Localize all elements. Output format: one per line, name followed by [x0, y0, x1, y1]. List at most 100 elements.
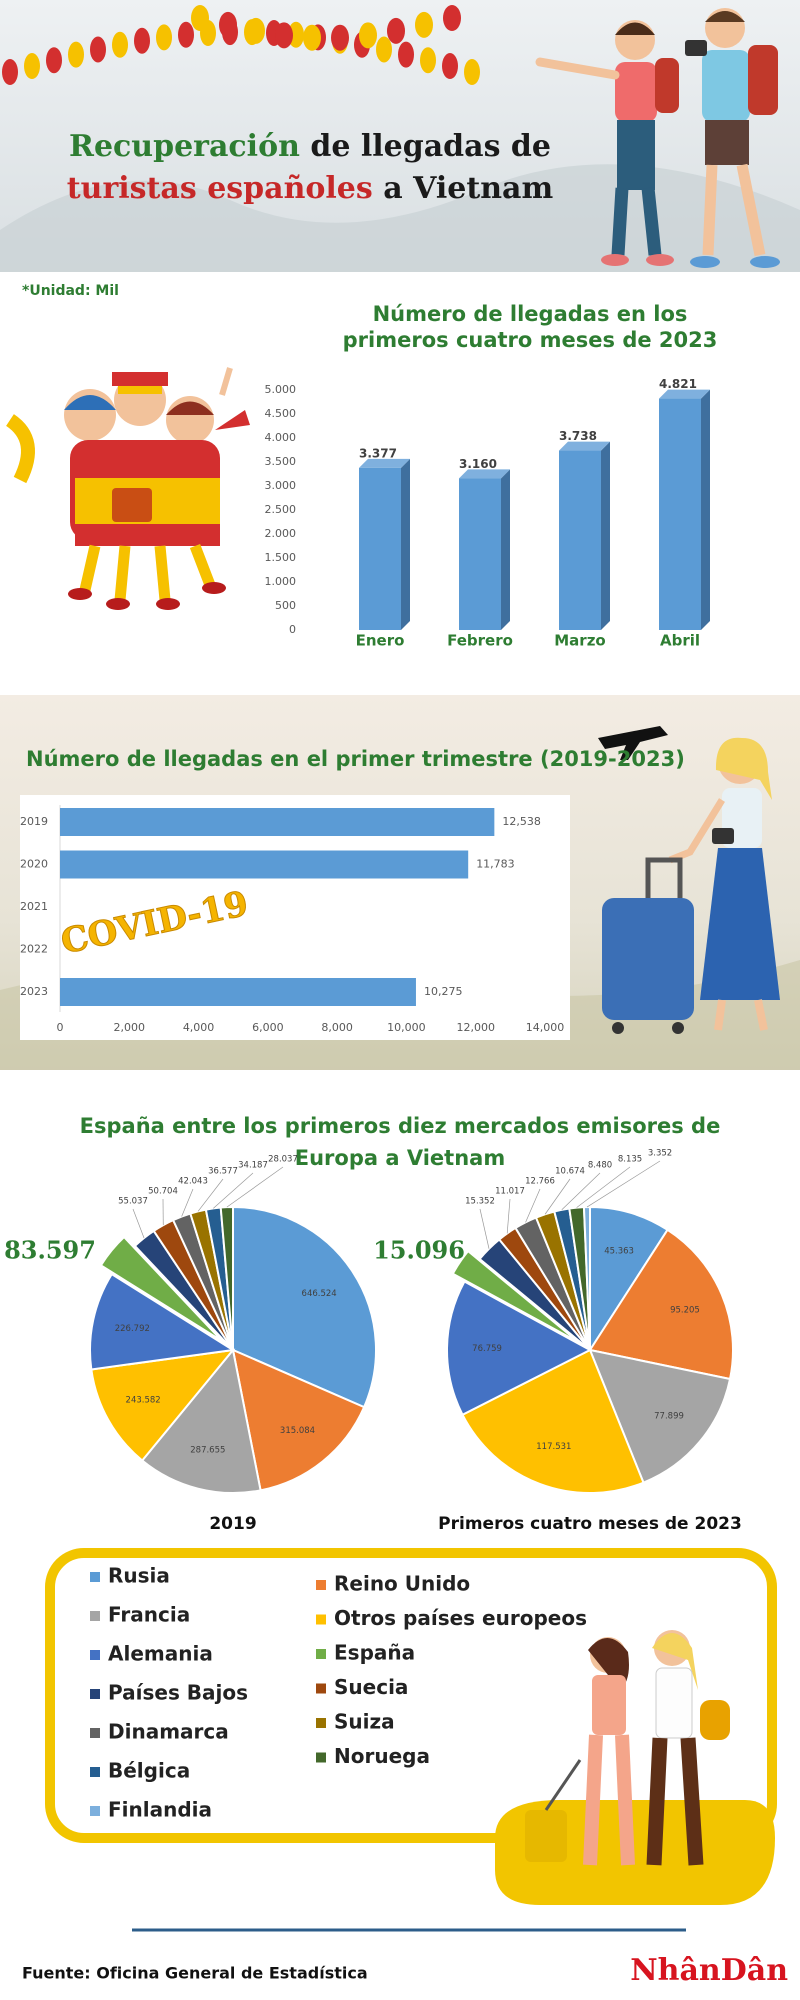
bar: [60, 978, 416, 1006]
y-tick-label: 1.500: [265, 551, 297, 564]
legend-text: Rusia: [108, 1564, 170, 1588]
legend-marker: [316, 1752, 326, 1763]
flag: [156, 24, 172, 51]
title-part: Recuperación: [69, 129, 300, 164]
legend-marker: [90, 1728, 100, 1738]
leader-line: [213, 1172, 254, 1209]
legend-text: Otros países europeos: [334, 1606, 587, 1630]
flag: [24, 53, 40, 80]
leader-line: [479, 1208, 490, 1249]
x-tick-label: 12,000: [456, 1021, 495, 1034]
flag: [275, 22, 293, 49]
bar-side: [601, 441, 610, 630]
legend-text: Suiza: [334, 1710, 395, 1734]
value-label: 55.037: [118, 1197, 148, 1207]
leader-line: [181, 1188, 194, 1217]
value-label: 243.582: [126, 1396, 161, 1406]
value-label: 8.480: [588, 1161, 612, 1171]
x-tick-label: Abril: [660, 632, 700, 650]
bar-top: [359, 458, 410, 468]
x-tick-label: 8,000: [321, 1021, 353, 1034]
chart-title: Europa a Vietnam: [295, 1146, 505, 1170]
value-label: 12,538: [502, 815, 541, 828]
flag: [415, 11, 433, 38]
legend-marker: [316, 1649, 326, 1659]
x-tick-label: 10,000: [387, 1021, 426, 1034]
legend-marker: [90, 1689, 100, 1699]
pie-slice: [232, 1205, 378, 1409]
flag: [2, 59, 18, 85]
y-tick-label: 4.000: [265, 431, 297, 444]
y-tick-label: 0: [289, 623, 296, 636]
value-label: 646.524: [302, 1289, 337, 1299]
flag: [46, 47, 62, 74]
bar: [659, 398, 701, 630]
legend-text: Suecia: [334, 1675, 408, 1699]
value-label: 315.084: [280, 1426, 315, 1436]
legend-text: Bélgica: [108, 1759, 190, 1783]
y-tick-label: 1.000: [265, 575, 297, 588]
leader-line: [525, 1188, 541, 1223]
value-label: 36.577: [208, 1167, 238, 1177]
y-tick-label: 5.000: [265, 383, 297, 396]
legend-marker: [90, 1767, 100, 1777]
chart-title: Número de llegadas en los: [373, 302, 688, 326]
flag: [191, 5, 209, 31]
y-tick-label: 2019: [20, 815, 48, 828]
flag: [376, 36, 392, 63]
leader-line: [197, 1178, 224, 1212]
bar: [359, 467, 401, 630]
pie-slice: [446, 1280, 593, 1417]
legend-marker: [90, 1572, 100, 1582]
value-label: 3.352: [648, 1149, 672, 1159]
title-line: Recuperación de llegadas de: [69, 129, 551, 164]
y-tick-label: 2022: [20, 943, 48, 956]
pie-slice: [451, 1249, 580, 1344]
leader-line: [586, 1160, 661, 1208]
value-label: 287.655: [190, 1445, 225, 1455]
pie-slice: [90, 1348, 236, 1462]
flag: [464, 59, 480, 85]
value-label: 3.738: [559, 429, 597, 443]
legend-text: Reino Unido: [334, 1572, 470, 1596]
y-tick-label: 500: [275, 599, 296, 612]
y-tick-label: 3.500: [265, 455, 297, 468]
value-label: 226.792: [115, 1324, 150, 1334]
brand-logo: NhânDân: [630, 1953, 788, 1988]
x-tick-label: 0: [57, 1021, 64, 1034]
chart-title: España entre los primeros diez mercados …: [80, 1114, 721, 1138]
pie-slice: [231, 1348, 366, 1492]
leader-line: [226, 1166, 284, 1208]
legend-text: Países Bajos: [108, 1681, 248, 1705]
unit-note: *Unidad: Mil: [22, 283, 119, 299]
pie-label: 2019: [209, 1514, 256, 1534]
value-label: 95.205: [670, 1306, 700, 1316]
y-tick-label: 2020: [20, 858, 48, 871]
value-label: 76.759: [472, 1344, 502, 1354]
value-label: 42.043: [178, 1177, 208, 1187]
pie-slice: [461, 1348, 645, 1494]
title-part: a Vietnam: [373, 171, 554, 206]
chart-title: Número de llegadas en el primer trimestr…: [26, 747, 685, 771]
bar: [60, 808, 495, 836]
leader-line: [576, 1166, 631, 1208]
y-tick-label: 2.500: [265, 503, 297, 516]
header-title: Recuperación de llegadas de turistas espa…: [67, 129, 554, 206]
y-tick-label: 4.500: [265, 407, 297, 420]
bar-top: [559, 441, 610, 451]
bar-side: [501, 469, 510, 630]
flag: [420, 47, 436, 74]
legend-text: Francia: [108, 1603, 190, 1627]
value-label: 10.674: [555, 1167, 585, 1177]
title-line: turistas españoles a Vietnam: [67, 171, 554, 206]
bar-side: [701, 389, 710, 630]
flag: [68, 41, 84, 68]
flag: [443, 5, 461, 31]
legend-marker: [316, 1718, 326, 1728]
y-tick-label: 2021: [20, 900, 48, 913]
flag: [112, 31, 128, 58]
value-label: 28.037: [268, 1155, 298, 1165]
bar-side: [401, 458, 410, 630]
value-label: 83.597: [4, 1236, 96, 1265]
bar-top: [659, 389, 710, 399]
